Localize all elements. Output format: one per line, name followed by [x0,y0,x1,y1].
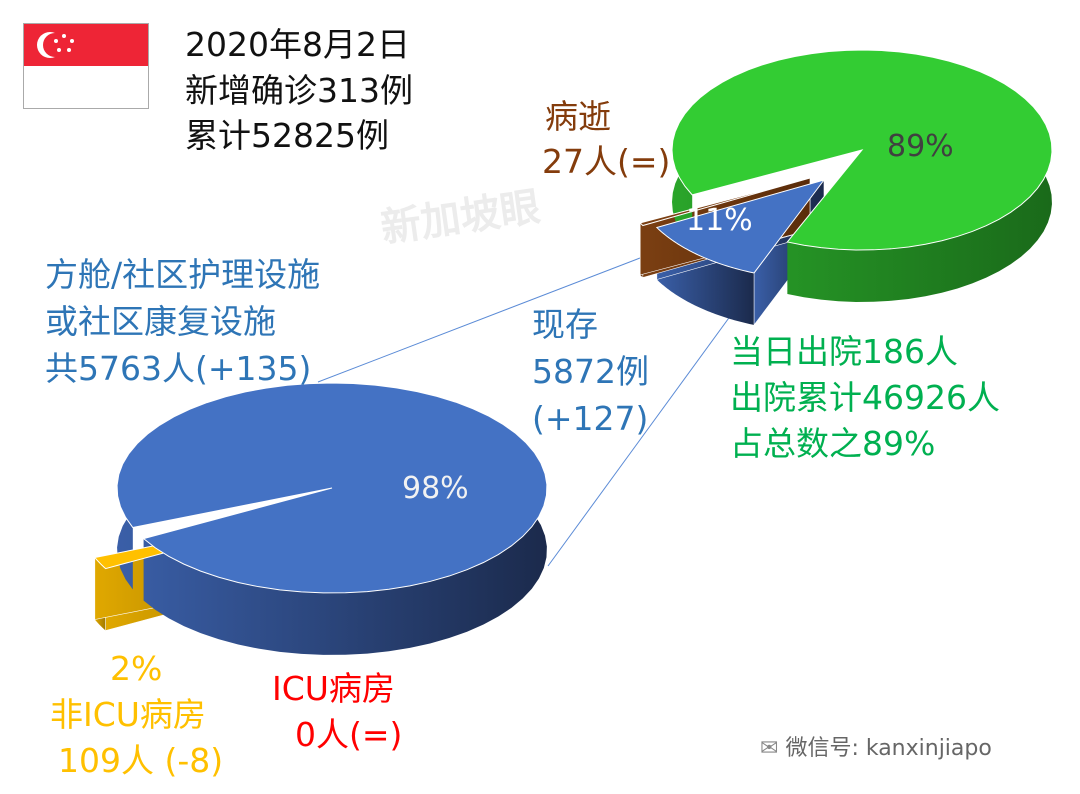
active-line2: 5872例 [532,352,649,391]
discharged-line3: 占总数之89% [730,424,936,463]
non-icu-line1: 非ICU病房 [50,695,206,734]
community-line2: 或社区康复设施 [45,302,276,341]
deaths-title: 病逝 [545,97,611,136]
community-line1: 方舱/社区护理设施 [45,255,321,294]
icu-line2: 0人(=) [295,715,403,754]
pie-slice-0 [655,179,826,274]
icu-line1: ICU病房 [272,669,395,708]
pie2-label-community: 98% [402,471,469,506]
callout-line-active [547,277,759,567]
active-line3: (+127) [532,399,649,438]
wechat-text: 微信号: kanxinjiapo [785,736,992,761]
pie-slice-1 [116,382,548,594]
discharged-line1: 当日出院186人 [730,332,958,371]
total-cases: 累计52825例 [185,116,389,155]
pie1-label-discharged: 89% [887,129,954,164]
non-icu-pct: 2% [110,649,163,688]
new-cases: 新增确诊313例 [185,71,413,110]
pie-slice-1 [639,177,811,227]
date: 2020年8月2日 [185,25,410,64]
discharged-line2: 出院累计46926人 [730,378,1000,417]
non-icu-line2: 109人 (-8) [58,741,224,780]
callout-line-community [317,257,641,383]
wechat-id: ✉ 微信号: kanxinjiapo [760,730,992,762]
deaths-value: 27人(=) [542,142,671,181]
community-line3: 共5763人(+135) [45,349,312,388]
pie-slice-2 [671,49,1053,251]
singapore-flag-icon [23,23,149,109]
pie1-label-active: 11% [686,203,753,238]
active-line1: 现存 [532,305,598,344]
wechat-icon: ✉ [760,736,786,761]
